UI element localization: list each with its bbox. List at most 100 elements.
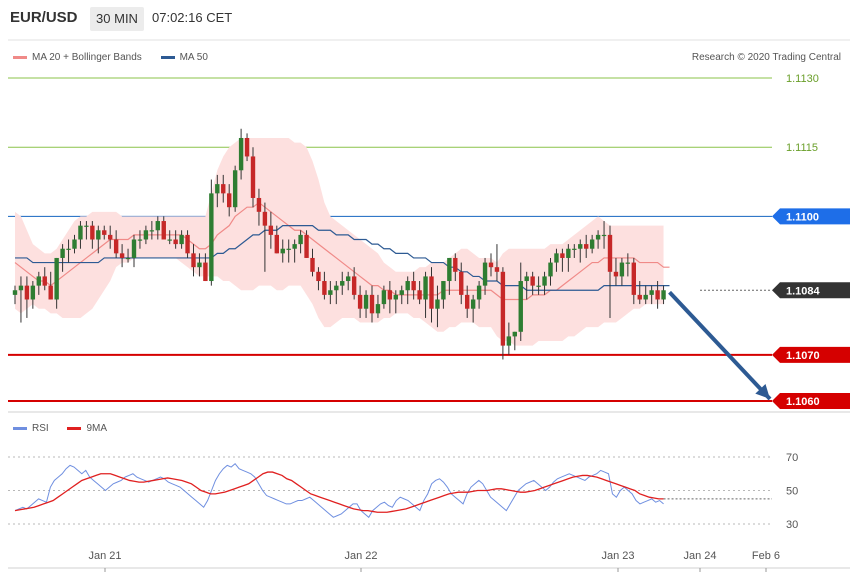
legend-swatch-9ma (67, 426, 82, 430)
candle (351, 267, 357, 300)
candle-body (66, 248, 71, 250)
legend-swatch-ma50 (160, 55, 175, 59)
price-tag-box (772, 208, 850, 225)
candle (24, 276, 30, 318)
timeframe-button[interactable]: 30 MIN (90, 7, 144, 31)
candle-body (530, 276, 535, 286)
candle-body (197, 262, 202, 268)
candle (661, 285, 666, 305)
candle-body (649, 290, 654, 295)
candle (334, 281, 339, 305)
candle (494, 244, 500, 282)
legend-label-ma50: MA 50 (179, 52, 208, 63)
rsi-tick-label: 70 (786, 452, 798, 464)
candle (232, 165, 238, 212)
candle (149, 221, 155, 240)
candle (607, 225, 613, 318)
candle (298, 230, 303, 254)
candle (429, 267, 434, 323)
candle-body (209, 193, 214, 282)
candle (12, 285, 18, 305)
ma50-line (15, 225, 670, 291)
candle-body (316, 271, 321, 282)
candle-body (304, 234, 309, 258)
candle (423, 271, 428, 318)
candle (387, 281, 393, 314)
candle (197, 253, 202, 277)
price-tag-box (772, 393, 850, 409)
forecast-arrow (668, 290, 772, 401)
price-tag-1-1060: 1.1060 (772, 393, 850, 409)
candle-body (375, 304, 381, 314)
candle (48, 271, 53, 300)
candle-body (227, 193, 232, 208)
rsi-legend: RSI 9MA (13, 423, 123, 434)
price-tag-1-1070: 1.1070 (772, 346, 850, 363)
legend-label-bollinger: MA 20 + Bollinger Bands (32, 52, 142, 63)
candle (524, 271, 529, 300)
candle-body (310, 257, 315, 272)
candle-body (84, 225, 89, 227)
candle (595, 230, 601, 249)
candle-body (18, 285, 24, 291)
candle (250, 147, 256, 208)
candle-body (566, 248, 571, 258)
candle-body (554, 253, 559, 263)
candle-body (476, 285, 482, 300)
candle (405, 276, 410, 305)
candle (625, 253, 631, 277)
bollinger-band (15, 137, 664, 346)
candle-body (589, 239, 595, 249)
chart-header: EUR/USD 30 MIN 07:02:16 CET (0, 0, 850, 38)
candle (465, 285, 470, 318)
candle (363, 290, 369, 318)
candle-body (542, 276, 547, 286)
candle-body (524, 276, 529, 282)
legend-item-bollinger: MA 20 + Bollinger Bands (13, 52, 142, 63)
candle-body (357, 294, 363, 309)
candle-body (280, 248, 285, 254)
candle (399, 285, 404, 305)
candle (340, 271, 345, 295)
candle (280, 239, 285, 263)
candle-body (244, 137, 250, 157)
candle-body (595, 234, 601, 240)
legend-label-9ma: 9MA (86, 423, 108, 434)
candle (256, 188, 262, 226)
candle (60, 244, 65, 272)
price-tag-text: 1.1070 (786, 350, 820, 362)
candle (619, 257, 625, 286)
candle-body (423, 276, 428, 300)
candle-body (161, 221, 166, 240)
candle (500, 267, 506, 360)
candle-body (36, 276, 41, 286)
candle (125, 248, 131, 263)
rsi-tick-label: 50 (786, 486, 798, 498)
legend-label-rsi: RSI (32, 423, 49, 434)
candle-body (613, 271, 619, 277)
candle (375, 294, 381, 318)
candle (227, 184, 232, 217)
candle-body (24, 285, 30, 300)
candle (54, 257, 59, 309)
candle (108, 225, 113, 249)
candle (655, 281, 660, 309)
candle (482, 257, 488, 295)
candle-body (643, 294, 648, 300)
candle-body (661, 290, 666, 300)
candle (42, 267, 47, 291)
x-tick-label: Jan 23 (601, 550, 634, 562)
candle-body (500, 271, 506, 346)
candle (113, 230, 119, 258)
candle (78, 221, 83, 249)
candle (167, 230, 172, 245)
price-tag-box (772, 346, 850, 363)
candle-body (560, 253, 565, 258)
candle-body (191, 253, 196, 268)
candle-body (185, 234, 190, 254)
x-tick-label: Jan 24 (683, 550, 716, 562)
candle-body (607, 234, 613, 272)
candle (215, 174, 220, 208)
candle-body (125, 257, 131, 260)
